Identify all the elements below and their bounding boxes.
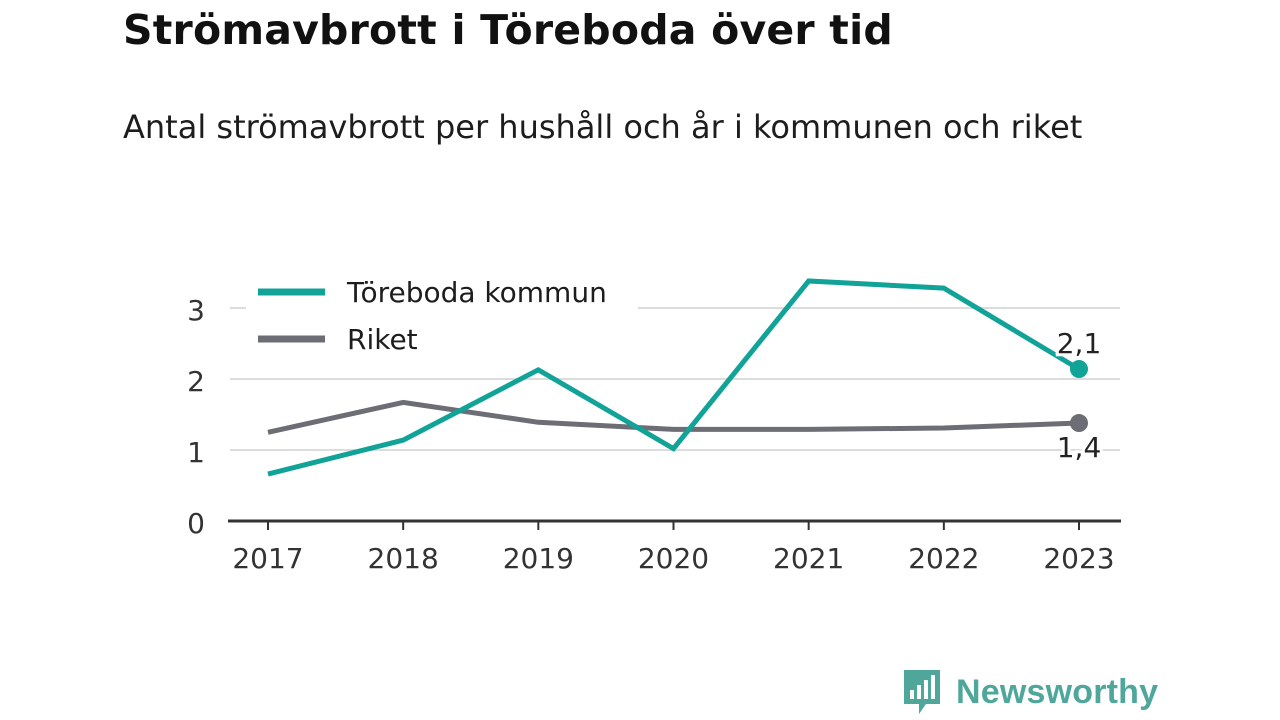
end-point-marker <box>1070 360 1088 379</box>
x-tick-label: 2019 <box>503 542 574 575</box>
y-tick-label: 1 <box>187 436 205 469</box>
x-tick-label: 2021 <box>773 542 844 575</box>
y-tick-label: 3 <box>187 294 205 327</box>
chart-title: Strömavbrott i Töreboda över tid <box>123 6 893 54</box>
end-value-label: 1,4 <box>1057 431 1102 464</box>
chart-subtitle: Antal strömavbrott per hushåll och år i … <box>123 108 1083 146</box>
newsworthy-logo-icon <box>904 670 940 714</box>
x-tick-label: 2022 <box>908 542 979 575</box>
legend-background <box>246 266 638 362</box>
end-point-marker <box>1070 414 1088 433</box>
brand-name: Newsworthy <box>956 672 1159 711</box>
legend-label: Töreboda kommun <box>346 276 607 309</box>
end-value-label: 2,1 <box>1057 327 1102 360</box>
series-line <box>267 399 1080 435</box>
x-tick-label: 2020 <box>638 542 709 575</box>
legend-label: Riket <box>347 323 418 356</box>
y-tick-label: 0 <box>187 507 205 540</box>
x-tick-label: 2018 <box>368 542 439 575</box>
x-tick-label: 2023 <box>1043 542 1114 575</box>
series-line <box>267 278 1081 477</box>
y-tick-label: 2 <box>187 365 205 398</box>
x-tick-label: 2017 <box>232 542 303 575</box>
brand-logo: Newsworthy <box>902 668 1158 716</box>
